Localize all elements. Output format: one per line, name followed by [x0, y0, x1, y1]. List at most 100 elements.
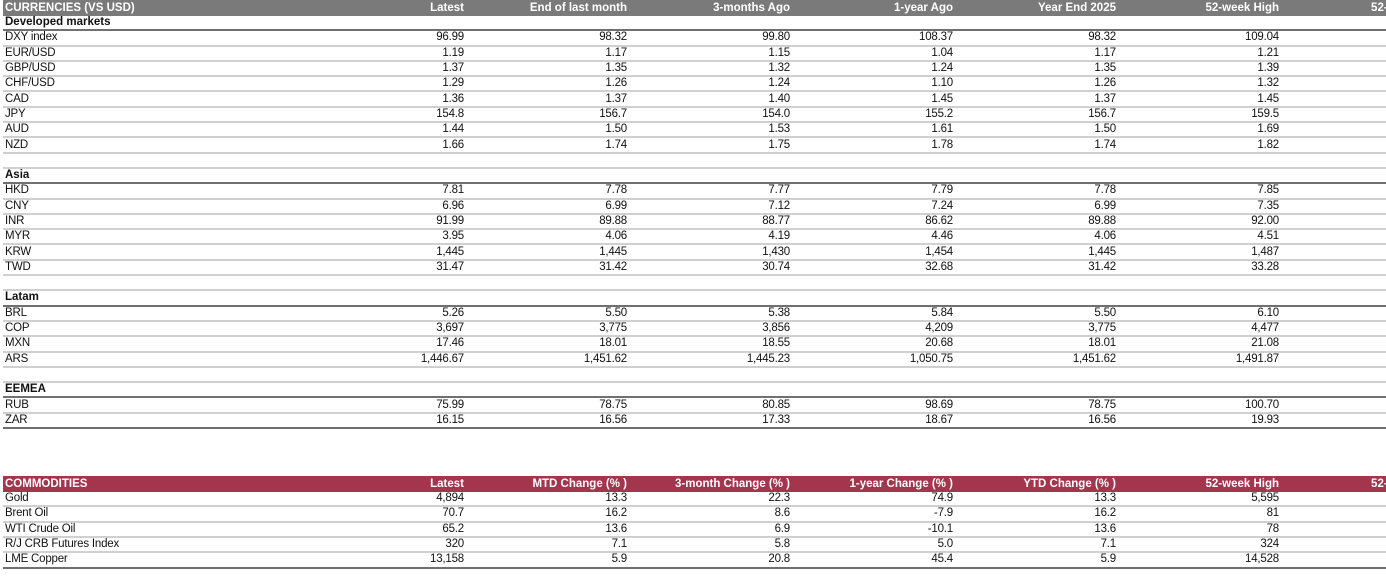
cell-value: 4,894	[303, 492, 466, 508]
cell-value: 1.44	[303, 122, 466, 139]
row-label: COP	[3, 320, 303, 338]
row-label: ARS	[3, 351, 303, 368]
row-label: WTI Crude Oil	[3, 521, 303, 538]
group-header-row: Latam	[3, 290, 1386, 307]
cell-value: 89.88	[466, 213, 629, 231]
row-label: CHF/USD	[3, 76, 303, 93]
cell-value: 74.05	[1281, 397, 1386, 414]
cell-value: 92.00	[1118, 213, 1281, 231]
cell-value: 1.45	[1118, 91, 1281, 108]
cell-value: 1.53	[629, 122, 792, 139]
cell-value: 16.2	[466, 506, 629, 523]
cell-value: 2,807	[1281, 492, 1386, 508]
cell-value: 1,051.60	[1281, 351, 1386, 368]
cell-value: 4,477	[1118, 320, 1281, 338]
cell-value: 1.63	[1281, 137, 1386, 154]
cell-value: 1,445	[955, 244, 1118, 261]
column-header: MTD Change (% )	[466, 476, 629, 493]
spacer-row	[3, 366, 1386, 384]
row-label: Gold	[3, 492, 303, 508]
cell-value: 7.78	[466, 183, 629, 200]
cell-value: 14,528	[1118, 552, 1281, 569]
cell-value: 5,595	[1118, 492, 1281, 508]
group-header-row: Developed markets	[3, 16, 1386, 32]
cell-value: 1.04	[792, 45, 955, 62]
cell-value: 8.6	[629, 506, 792, 523]
cell-value: 1.74	[466, 137, 629, 154]
cell-value: 78.75	[955, 397, 1118, 414]
cell-value: 3.95	[303, 229, 466, 246]
cell-value: 7.78	[955, 183, 1118, 200]
currencies-table: CURRENCIES (VS USD) Latest End of last mo…	[3, 0, 1386, 430]
cell-value: 1.35	[1281, 91, 1386, 108]
cell-value: 17.46	[303, 336, 466, 353]
group-header-row: EEMEA	[3, 382, 1386, 399]
column-header: 1-year Ago	[792, 0, 955, 16]
cell-value: 1.29	[303, 76, 466, 93]
cell-value: 1,347	[1281, 244, 1386, 261]
row-label: DXY index	[3, 30, 303, 47]
cell-value: 1.03	[1281, 45, 1386, 62]
column-header: 3-months Ago	[629, 0, 792, 16]
cell-value: 7.35	[1118, 198, 1281, 215]
cell-value: 70.7	[303, 506, 466, 523]
cell-value: 75.99	[303, 397, 466, 414]
cell-value: 6.99	[466, 198, 629, 215]
cell-value: 1.21	[1118, 45, 1281, 62]
row-label: Brent Oil	[3, 506, 303, 523]
cell-value: 1.35	[955, 60, 1118, 78]
cell-value: 98.32	[466, 30, 629, 47]
cell-value: 99.80	[629, 30, 792, 47]
cell-value: 3,598	[1281, 320, 1386, 338]
cell-value: 1.69	[1118, 122, 1281, 139]
cell-value: 28.79	[1281, 259, 1386, 277]
table-row: LME Copper13,1585.920.845.45.914,5288,10…	[3, 552, 1386, 569]
cell-value: 1.17	[955, 45, 1118, 62]
cell-value: 4.51	[1118, 229, 1281, 246]
cell-value: 13,158	[303, 552, 466, 569]
cell-value: 83.76	[1281, 213, 1386, 231]
cell-value: 6.9	[629, 521, 792, 538]
cell-value: 18.55	[629, 336, 792, 353]
group-name: EEMEA	[3, 382, 1386, 399]
cell-value: 88.77	[629, 213, 792, 231]
row-label: MXN	[3, 336, 303, 353]
cell-value: 1.41	[1281, 122, 1386, 139]
row-label: JPY	[3, 106, 303, 124]
column-header: 52-week High	[1118, 476, 1281, 493]
row-label: MYR	[3, 229, 303, 246]
cell-value: 1.24	[629, 76, 792, 93]
commodities-header-row: COMMODITIES Latest MTD Change (% ) 3-month…	[3, 476, 1386, 493]
cell-value: 3.91	[1281, 229, 1386, 246]
cell-value: 1,491.87	[1118, 351, 1281, 368]
cell-value: 1.66	[303, 137, 466, 154]
cell-value: 5.9	[955, 552, 1118, 569]
column-header: Latest	[303, 0, 466, 16]
row-label: TWD	[3, 259, 303, 277]
cell-value: 1.19	[303, 45, 466, 62]
cell-value: 65.2	[303, 521, 466, 538]
cell-value: 86.62	[792, 213, 955, 231]
cell-value: 1.26	[466, 76, 629, 93]
cell-value: 18.01	[466, 336, 629, 353]
cell-value: 139.9	[1281, 106, 1386, 124]
cell-value: 17.11	[1281, 336, 1386, 353]
cell-value: 21.08	[1118, 336, 1281, 353]
cell-value: 1,445	[303, 244, 466, 261]
cell-value: 98.69	[792, 397, 955, 414]
spacer-cell	[3, 275, 1386, 292]
column-header: 52-week Low	[1281, 0, 1386, 16]
cell-value: 7.1	[955, 536, 1118, 554]
cell-value: 3,697	[303, 320, 466, 338]
column-header: 52-week High	[1118, 0, 1281, 16]
cell-value: -10.1	[792, 521, 955, 538]
cell-value: -7.9	[792, 506, 955, 523]
cell-value: 18.01	[955, 336, 1118, 353]
column-header: 3-month Change (% )	[629, 476, 792, 493]
